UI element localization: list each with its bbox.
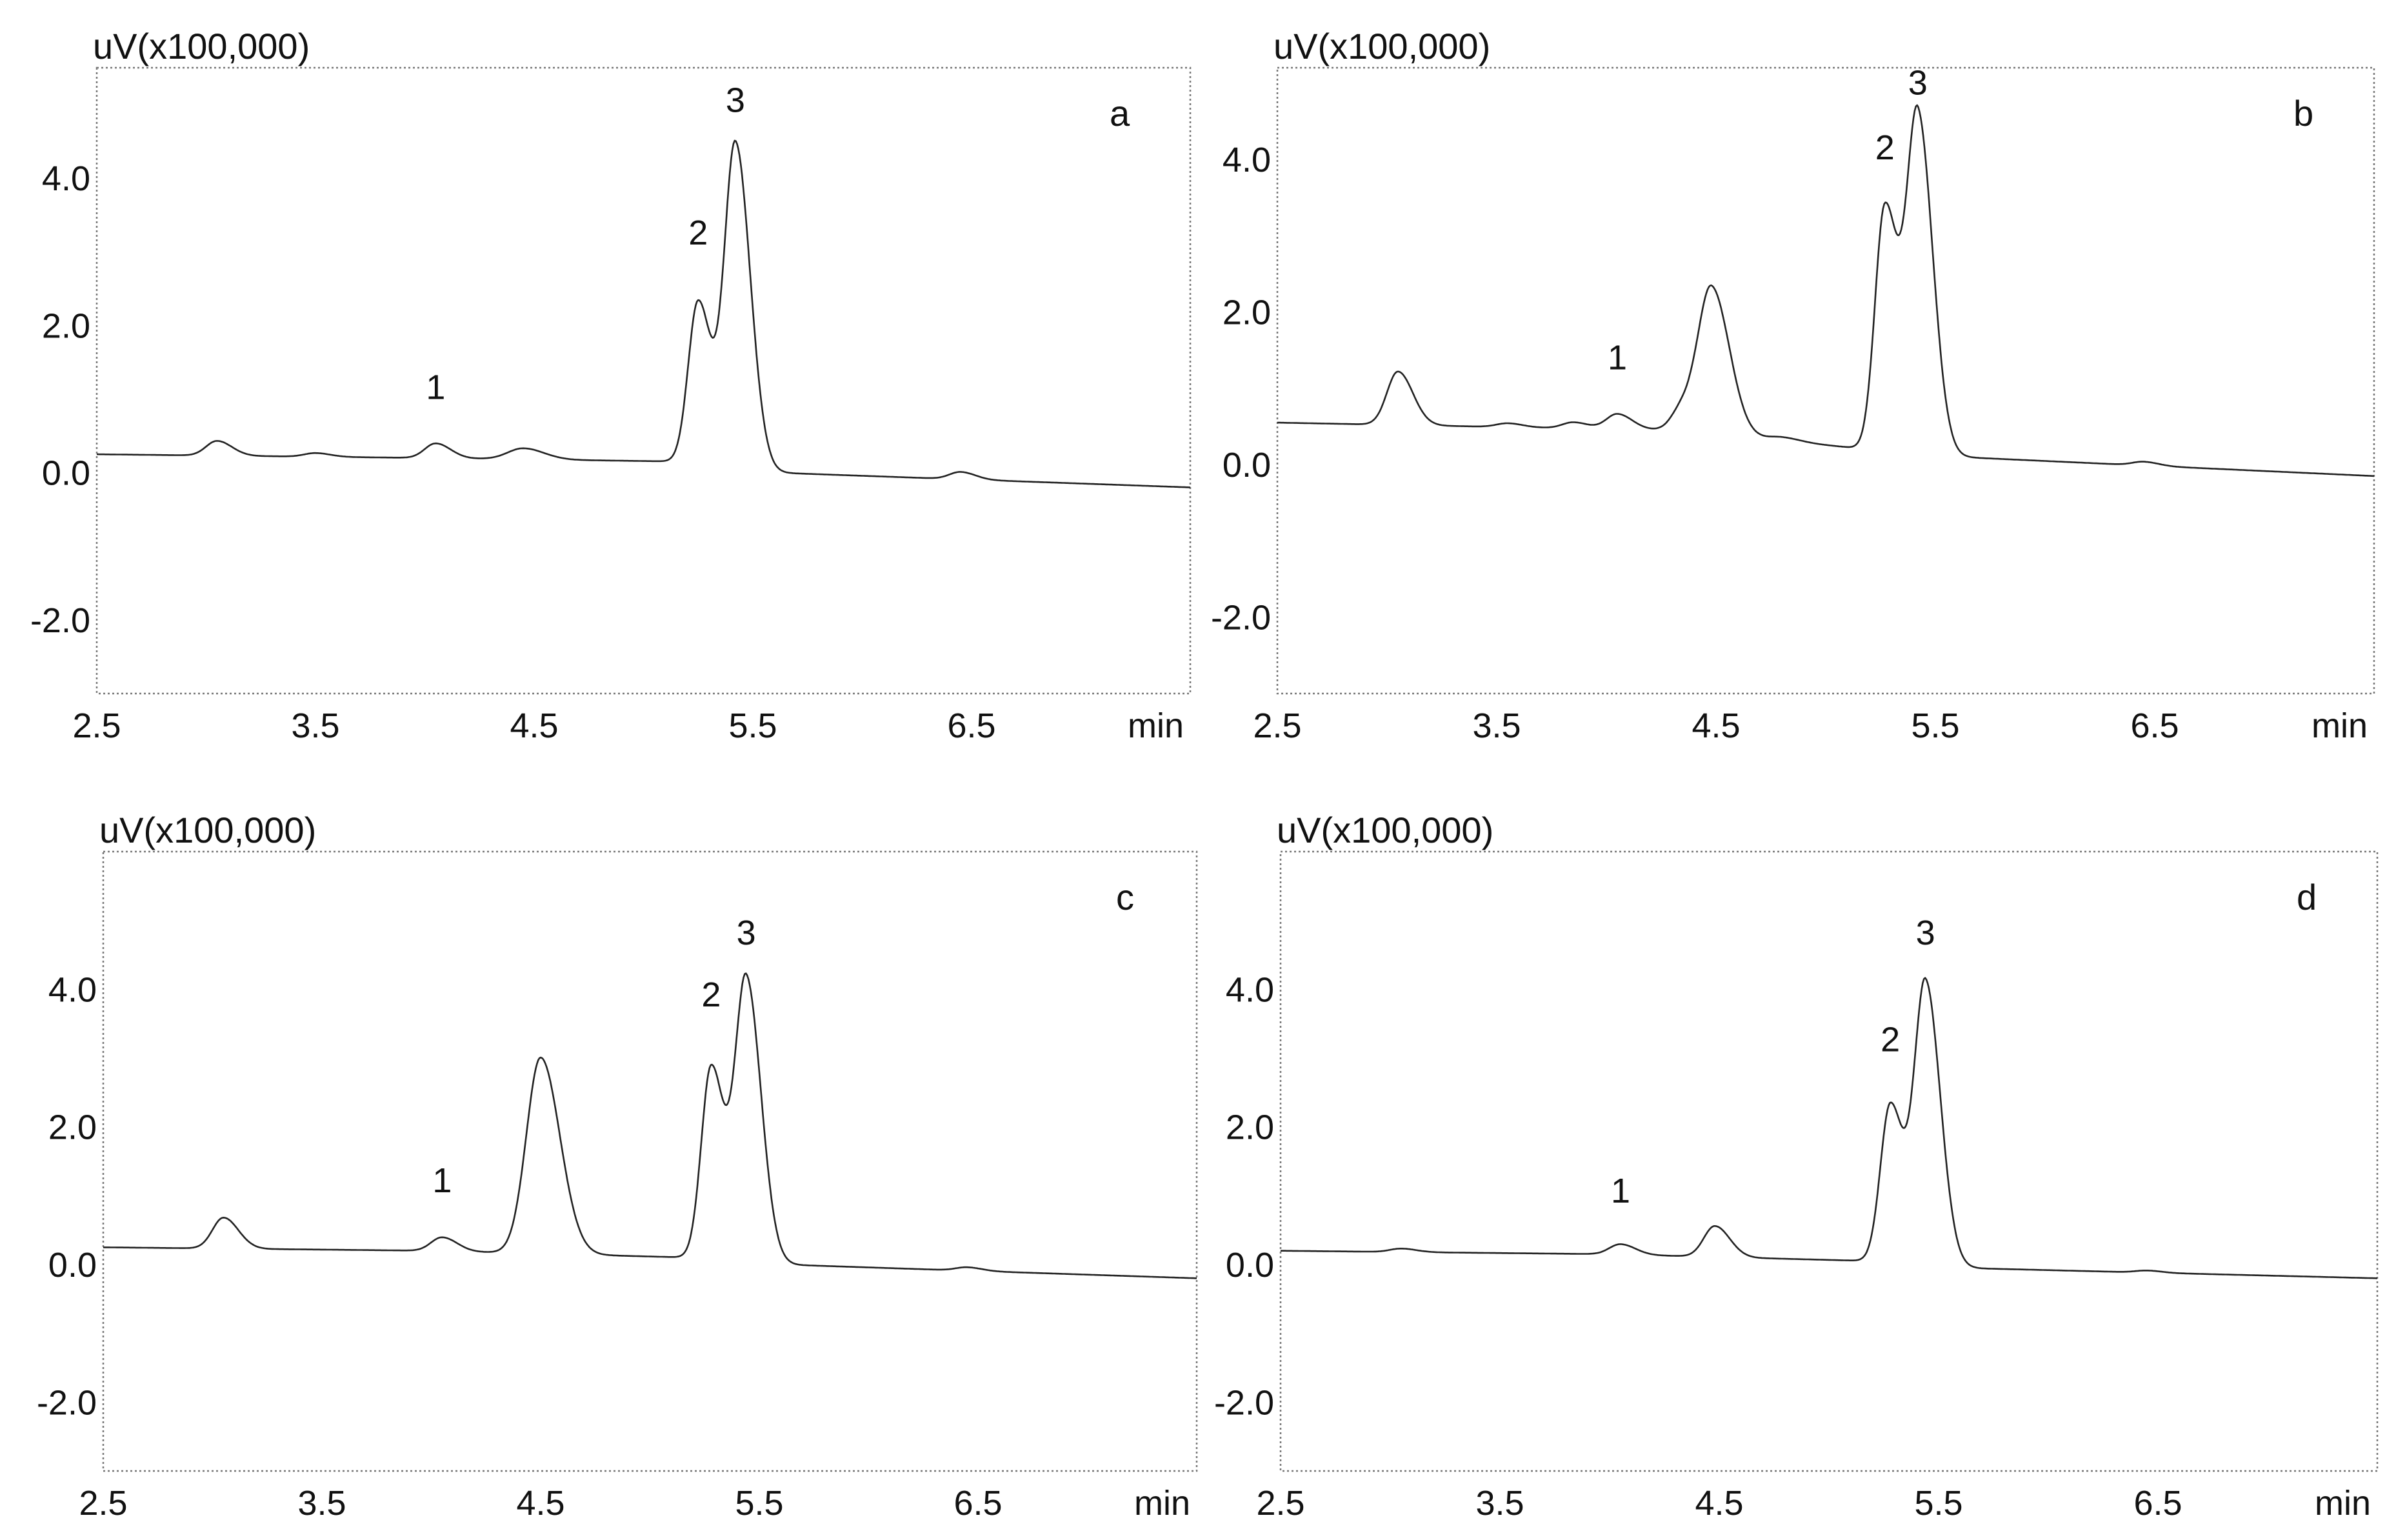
y-tick-label: 2.0 — [1226, 1108, 1274, 1147]
panel-label: b — [2293, 93, 2313, 134]
y-tick-label: 2.0 — [1223, 294, 1271, 332]
y-tick-label: -2.0 — [1214, 1383, 1274, 1422]
peak-label-3: 3 — [726, 81, 745, 119]
y-tick-label: 2.0 — [48, 1108, 97, 1147]
x-tick-label: 3.5 — [297, 1484, 346, 1523]
x-tick-label: 3.5 — [1472, 706, 1521, 745]
x-tick-label: 2.5 — [1253, 706, 1301, 745]
chromatogram-trace — [1277, 104, 2375, 477]
chart-panel-b: uV(x100,000) 4.0 2.0 0.0 -2.0 2.5 3.5 4.5 5.5 6.5… — [1211, 26, 2375, 745]
x-axis-unit: min — [2315, 1484, 2371, 1523]
y-tick-label: 2.0 — [42, 306, 90, 345]
x-tick-label: 4.5 — [1692, 706, 1740, 745]
peak-label-3: 3 — [1908, 63, 1928, 102]
plot-frame — [95, 66, 1192, 695]
x-axis-unit: min — [1134, 1484, 1190, 1523]
y-tick-label: 0.0 — [42, 454, 90, 493]
y-axis-title: uV(x100,000) — [1277, 810, 1493, 850]
x-axis-unit: min — [1128, 706, 1184, 745]
panel-label: a — [1110, 93, 1130, 134]
peak-label-2: 2 — [1875, 128, 1895, 167]
x-tick-label: 4.5 — [1695, 1484, 1743, 1523]
x-tick-label: 2.5 — [79, 1484, 127, 1523]
x-tick-label: 3.5 — [1475, 1484, 1524, 1523]
peak-label-2: 2 — [688, 214, 708, 252]
y-axis-title: uV(x100,000) — [99, 810, 316, 850]
y-axis-title: uV(x100,000) — [1273, 26, 1490, 66]
peak-label-1: 1 — [1608, 338, 1627, 377]
plot-frame — [102, 850, 1198, 1472]
y-tick-label: -2.0 — [37, 1383, 97, 1422]
x-tick-label: 6.5 — [953, 1484, 1002, 1523]
y-tick-label: 4.0 — [48, 970, 97, 1009]
y-tick-label: 0.0 — [1223, 446, 1271, 485]
x-tick-label: 5.5 — [1911, 706, 1959, 745]
x-tick-label: 5.5 — [735, 1484, 783, 1523]
peak-label-1: 1 — [1611, 1172, 1630, 1210]
x-tick-label: 2.5 — [72, 706, 121, 745]
y-tick-label: 4.0 — [1223, 141, 1271, 179]
chart-panel-d: uV(x100,000) 4.0 2.0 0.0 -2.0 2.5 3.5 4.5 5.5 6.5… — [1214, 810, 2379, 1523]
y-tick-label: -2.0 — [1211, 599, 1271, 637]
y-tick-label: 0.0 — [48, 1246, 97, 1285]
plot-frame — [1279, 850, 2379, 1472]
peak-label-1: 1 — [426, 368, 445, 407]
chart-panel-a: uV(x100,000) 4.0 2.0 0.0 -2.0 2.5 3.5 4.5 5.5 6.5… — [30, 26, 1192, 745]
chromatogram-trace — [103, 972, 1197, 1279]
peak-label-3: 3 — [737, 914, 756, 952]
x-tick-label: 5.5 — [728, 706, 777, 745]
panel-label: c — [1116, 877, 1134, 917]
x-tick-label: 6.5 — [2133, 1484, 2182, 1523]
x-tick-label: 5.5 — [1914, 1484, 1962, 1523]
x-tick-label: 3.5 — [291, 706, 339, 745]
y-tick-label: 0.0 — [1226, 1246, 1274, 1285]
plot-frame — [1276, 66, 2375, 695]
peak-label-3: 3 — [1916, 914, 1935, 952]
x-tick-label: 2.5 — [1256, 1484, 1304, 1523]
y-tick-label: 4.0 — [1226, 970, 1274, 1009]
x-tick-label: 6.5 — [947, 706, 995, 745]
peak-label-2: 2 — [701, 975, 721, 1014]
y-tick-label: -2.0 — [30, 601, 90, 640]
y-tick-label: 4.0 — [42, 159, 90, 198]
chromatogram-trace — [97, 139, 1191, 488]
chart-panel-c: uV(x100,000) 4.0 2.0 0.0 -2.0 2.5 3.5 4.5 5.5 6.5… — [37, 810, 1198, 1523]
x-tick-label: 6.5 — [2130, 706, 2179, 745]
y-axis-title: uV(x100,000) — [93, 26, 310, 66]
chromatogram-trace — [1281, 977, 2377, 1279]
x-tick-label: 4.5 — [516, 1484, 564, 1523]
panel-label: d — [2297, 877, 2317, 917]
x-axis-unit: min — [2311, 706, 2368, 745]
x-tick-label: 4.5 — [510, 706, 558, 745]
peak-label-1: 1 — [432, 1161, 452, 1200]
peak-label-2: 2 — [1881, 1020, 1900, 1059]
